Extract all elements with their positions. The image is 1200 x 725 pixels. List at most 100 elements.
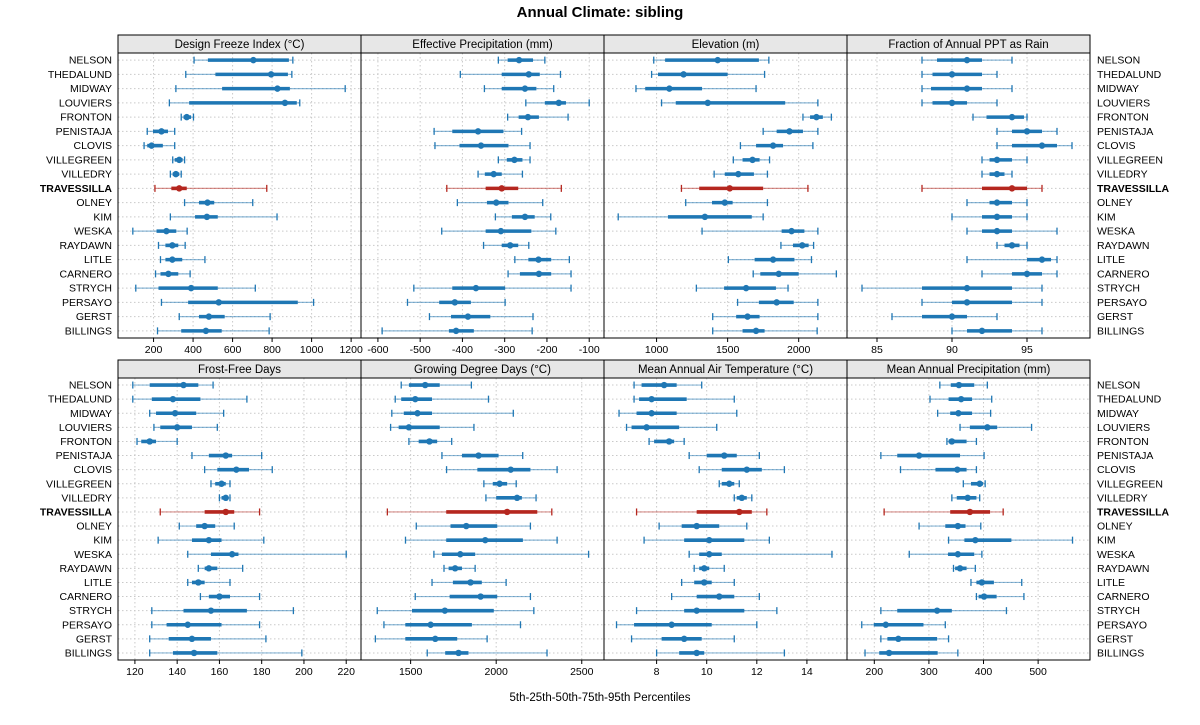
axis-tick-label: 95	[1021, 344, 1033, 356]
station-label-left: FRONTON	[60, 436, 112, 448]
median-dot	[955, 410, 962, 417]
series-CARNERO	[670, 593, 760, 601]
station-label-left: PENISTAJA	[56, 450, 112, 462]
series-MIDWAY	[921, 85, 1013, 93]
axis-tick-label: 2000	[485, 666, 509, 678]
median-dot	[482, 536, 489, 544]
median-dot	[963, 56, 971, 64]
series-FRONTON	[136, 437, 178, 445]
median-dot	[195, 579, 202, 586]
series-PENISTAJA	[762, 127, 819, 135]
median-dot	[222, 494, 229, 502]
series-CARNERO	[975, 593, 1025, 601]
series-GERST	[630, 635, 735, 643]
median-dot	[693, 649, 700, 657]
median-dot	[954, 466, 961, 473]
series-LITLE	[970, 578, 1023, 586]
axis-tick-label: -300	[494, 344, 515, 356]
median-dot	[180, 381, 187, 389]
series-VILLEGREEN	[962, 480, 986, 488]
median-dot	[668, 621, 675, 628]
series-OLNEY	[456, 199, 544, 207]
median-dot	[498, 185, 505, 192]
median-dot	[1008, 185, 1016, 192]
series-RAYDAWN	[780, 241, 815, 249]
series-VILLEDRY	[485, 494, 537, 502]
median-dot	[216, 593, 223, 600]
series-OLNEY	[178, 522, 235, 530]
series-MIDWAY	[483, 85, 555, 93]
panel-mean-annual-air-temperature-c: Mean Annual Air Temperature (°C) 8 10 12 14	[603, 359, 848, 678]
median-dot	[954, 551, 962, 558]
series-LOUVIERS	[625, 423, 718, 431]
series-PERSAYO	[160, 298, 315, 306]
gridlines	[604, 378, 847, 660]
series-OLNEY	[918, 522, 982, 530]
series-PERSAYO	[151, 621, 261, 629]
median-dot	[169, 256, 176, 263]
series-THEDALUND	[132, 395, 248, 403]
series-WESKA	[187, 550, 347, 558]
median-dot	[207, 607, 215, 614]
series-BILLINGS	[426, 649, 548, 657]
median-dot	[176, 185, 183, 192]
median-dot	[190, 649, 198, 657]
series-WESKA	[132, 227, 188, 235]
station-label-right: MIDWAY	[1097, 83, 1139, 95]
series-MIDWAY	[149, 409, 225, 417]
panel-growing-degree-days-c: Growing Degree Days (°C) 1500 2000 2500	[360, 359, 605, 678]
series-THEDALUND	[633, 395, 735, 403]
axis-tick-label: 300	[920, 666, 938, 678]
median-dot	[1023, 128, 1031, 135]
median-dot	[205, 536, 213, 544]
series-THEDALUND	[921, 70, 998, 78]
series-THEDALUND	[394, 395, 490, 403]
series-BILLINGS	[655, 649, 786, 657]
series-CARNERO	[981, 270, 1058, 278]
panel-border	[603, 52, 848, 339]
axis-tick-label: 180	[253, 666, 271, 678]
median-dot	[948, 438, 956, 445]
median-dot	[738, 494, 745, 502]
series-PENISTAJA	[688, 452, 760, 460]
median-dot	[228, 551, 236, 558]
station-label-right: BILLINGS	[1097, 325, 1144, 337]
station-label-right: VILLEDRY	[1097, 492, 1148, 504]
median-dot	[726, 480, 733, 487]
series-OLNEY	[183, 199, 254, 207]
series-GERST	[880, 635, 950, 643]
median-dot	[521, 213, 529, 221]
panel-border	[360, 52, 605, 339]
median-dot	[250, 56, 257, 64]
station-label-left: OLNEY	[76, 197, 112, 209]
series-VILLEDRY	[477, 170, 524, 178]
gridlines	[847, 53, 1090, 338]
station-label-right: OLNEY	[1097, 197, 1133, 209]
median-dot	[521, 85, 529, 92]
panel-strip-title: Mean Annual Precipitation (mm)	[887, 364, 1051, 376]
median-dot	[701, 579, 708, 586]
series-TRAVESSILLA	[680, 184, 809, 192]
median-dot	[769, 142, 777, 149]
series-THEDALUND	[459, 70, 562, 78]
station-labels-row1: NELSON NELSON THEDALUND THEDALUND MIDWAY MIDW…	[40, 55, 1170, 338]
station-label-right: LITLE	[1097, 577, 1125, 589]
median-dot	[1023, 270, 1031, 278]
series-CLOVIS	[698, 466, 786, 474]
series-BILLINGS	[149, 649, 303, 657]
series-PERSAYO	[615, 621, 758, 629]
station-label-left: TRAVESSILLA	[40, 183, 113, 195]
median-dot	[993, 227, 1001, 235]
median-dot	[169, 395, 177, 403]
station-label-left: THEDALUND	[48, 69, 113, 81]
station-label-right: PERSAYO	[1097, 619, 1147, 631]
median-dot	[472, 284, 480, 292]
series-CARNERO	[199, 593, 261, 601]
series-MIDWAY	[391, 409, 514, 417]
axis-tick-label: -500	[410, 344, 431, 356]
axis-tick-label: 1000	[645, 344, 669, 356]
series-NELSON	[921, 56, 1013, 64]
median-dot	[749, 156, 756, 164]
median-dot	[680, 635, 688, 643]
median-dot	[163, 227, 170, 235]
